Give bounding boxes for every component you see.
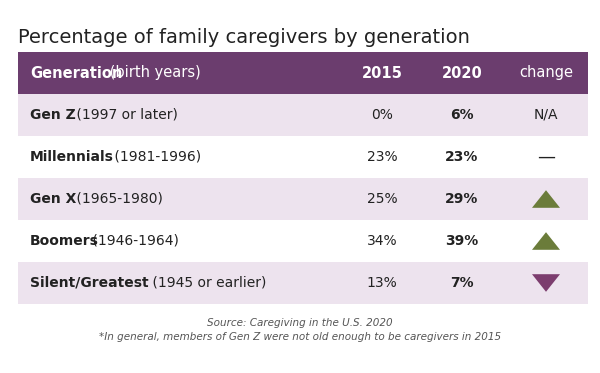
Text: *In general, members of Gen Z were not old enough to be caregivers in 2015: *In general, members of Gen Z were not o… (99, 332, 501, 342)
Text: Gen X: Gen X (30, 192, 76, 206)
Text: 23%: 23% (367, 150, 397, 164)
Text: 13%: 13% (367, 276, 397, 290)
Text: Silent/Greatest: Silent/Greatest (30, 276, 149, 290)
Text: 2020: 2020 (442, 66, 482, 81)
Text: N/A: N/A (534, 108, 558, 122)
Text: Millennials: Millennials (30, 150, 114, 164)
Text: (1997 or later): (1997 or later) (72, 108, 178, 122)
Polygon shape (532, 274, 560, 292)
Text: Source: Caregiving in the U.S. 2020: Source: Caregiving in the U.S. 2020 (207, 318, 393, 328)
Text: (1946-1964): (1946-1964) (88, 234, 179, 248)
Text: (1965-1980): (1965-1980) (72, 192, 163, 206)
Text: 0%: 0% (371, 108, 393, 122)
Text: Generation: Generation (30, 66, 122, 81)
Text: 2015: 2015 (362, 66, 403, 81)
Text: 7%: 7% (450, 276, 474, 290)
Polygon shape (532, 190, 560, 208)
Bar (18, 178, 588, 220)
Text: (1981-1996): (1981-1996) (110, 150, 201, 164)
Text: 23%: 23% (445, 150, 479, 164)
Text: 39%: 39% (445, 234, 479, 248)
Text: (birth years): (birth years) (105, 66, 201, 81)
Text: Boomers: Boomers (30, 234, 99, 248)
Text: 6%: 6% (450, 108, 474, 122)
Polygon shape (532, 232, 560, 250)
Bar (18, 94, 588, 136)
Text: Gen Z: Gen Z (30, 108, 76, 122)
Bar (18, 136, 588, 178)
Text: Percentage of family caregivers by generation: Percentage of family caregivers by gener… (18, 28, 470, 47)
Bar (18, 220, 588, 262)
Text: change: change (519, 66, 573, 81)
Bar (18, 262, 588, 304)
Text: 34%: 34% (367, 234, 397, 248)
Text: 29%: 29% (445, 192, 479, 206)
Text: 25%: 25% (367, 192, 397, 206)
Text: —: — (537, 148, 555, 166)
Bar (18, 52, 588, 94)
Text: (1945 or earlier): (1945 or earlier) (148, 276, 266, 290)
